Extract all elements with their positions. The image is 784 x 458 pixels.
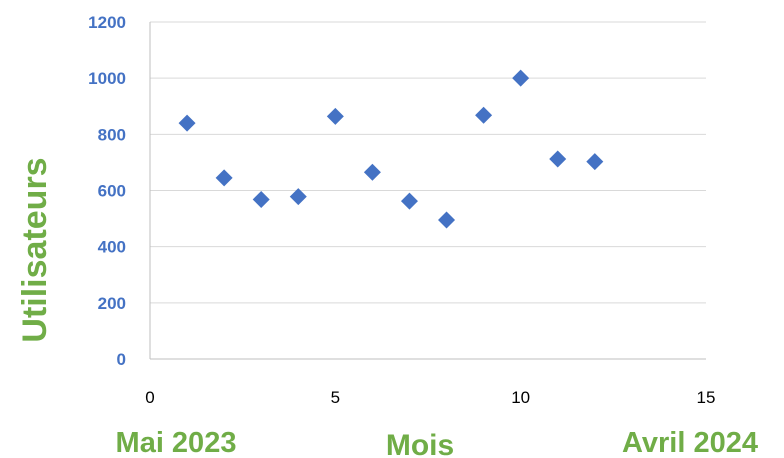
x-tick-labels: 0 5 10 15 xyxy=(145,388,715,407)
y-tick-label: 0 xyxy=(117,350,126,369)
data-point xyxy=(289,188,307,206)
y-axis-label: Utilisateurs xyxy=(16,157,54,342)
data-point xyxy=(326,107,344,125)
y-tick-label: 800 xyxy=(98,125,126,144)
data-point xyxy=(400,192,418,210)
data-point xyxy=(475,106,493,124)
data-point xyxy=(178,114,196,132)
data-point xyxy=(363,163,381,181)
x-tick-label: 0 xyxy=(145,388,154,407)
x-start-label: Mai 2023 xyxy=(116,427,237,458)
x-tick-label: 15 xyxy=(697,388,716,407)
data-points xyxy=(178,69,604,229)
y-tick-label: 200 xyxy=(98,294,126,313)
y-tick-label: 400 xyxy=(98,238,126,257)
y-tick-labels: 0 200 400 600 800 1000 1200 xyxy=(88,13,126,369)
y-tick-label: 600 xyxy=(98,182,126,201)
x-axis-label: Mois xyxy=(386,429,454,458)
data-point xyxy=(438,211,456,229)
data-point xyxy=(215,169,233,187)
data-point xyxy=(252,190,270,208)
data-point xyxy=(586,153,604,171)
x-tick-label: 10 xyxy=(511,388,530,407)
y-tick-label: 1000 xyxy=(88,69,126,88)
x-end-label: Avril 2024 xyxy=(622,427,758,458)
x-tick-label: 5 xyxy=(331,388,340,407)
data-point xyxy=(549,150,567,168)
y-tick-label: 1200 xyxy=(88,13,126,32)
data-point xyxy=(512,69,530,87)
gridlines xyxy=(149,21,706,360)
